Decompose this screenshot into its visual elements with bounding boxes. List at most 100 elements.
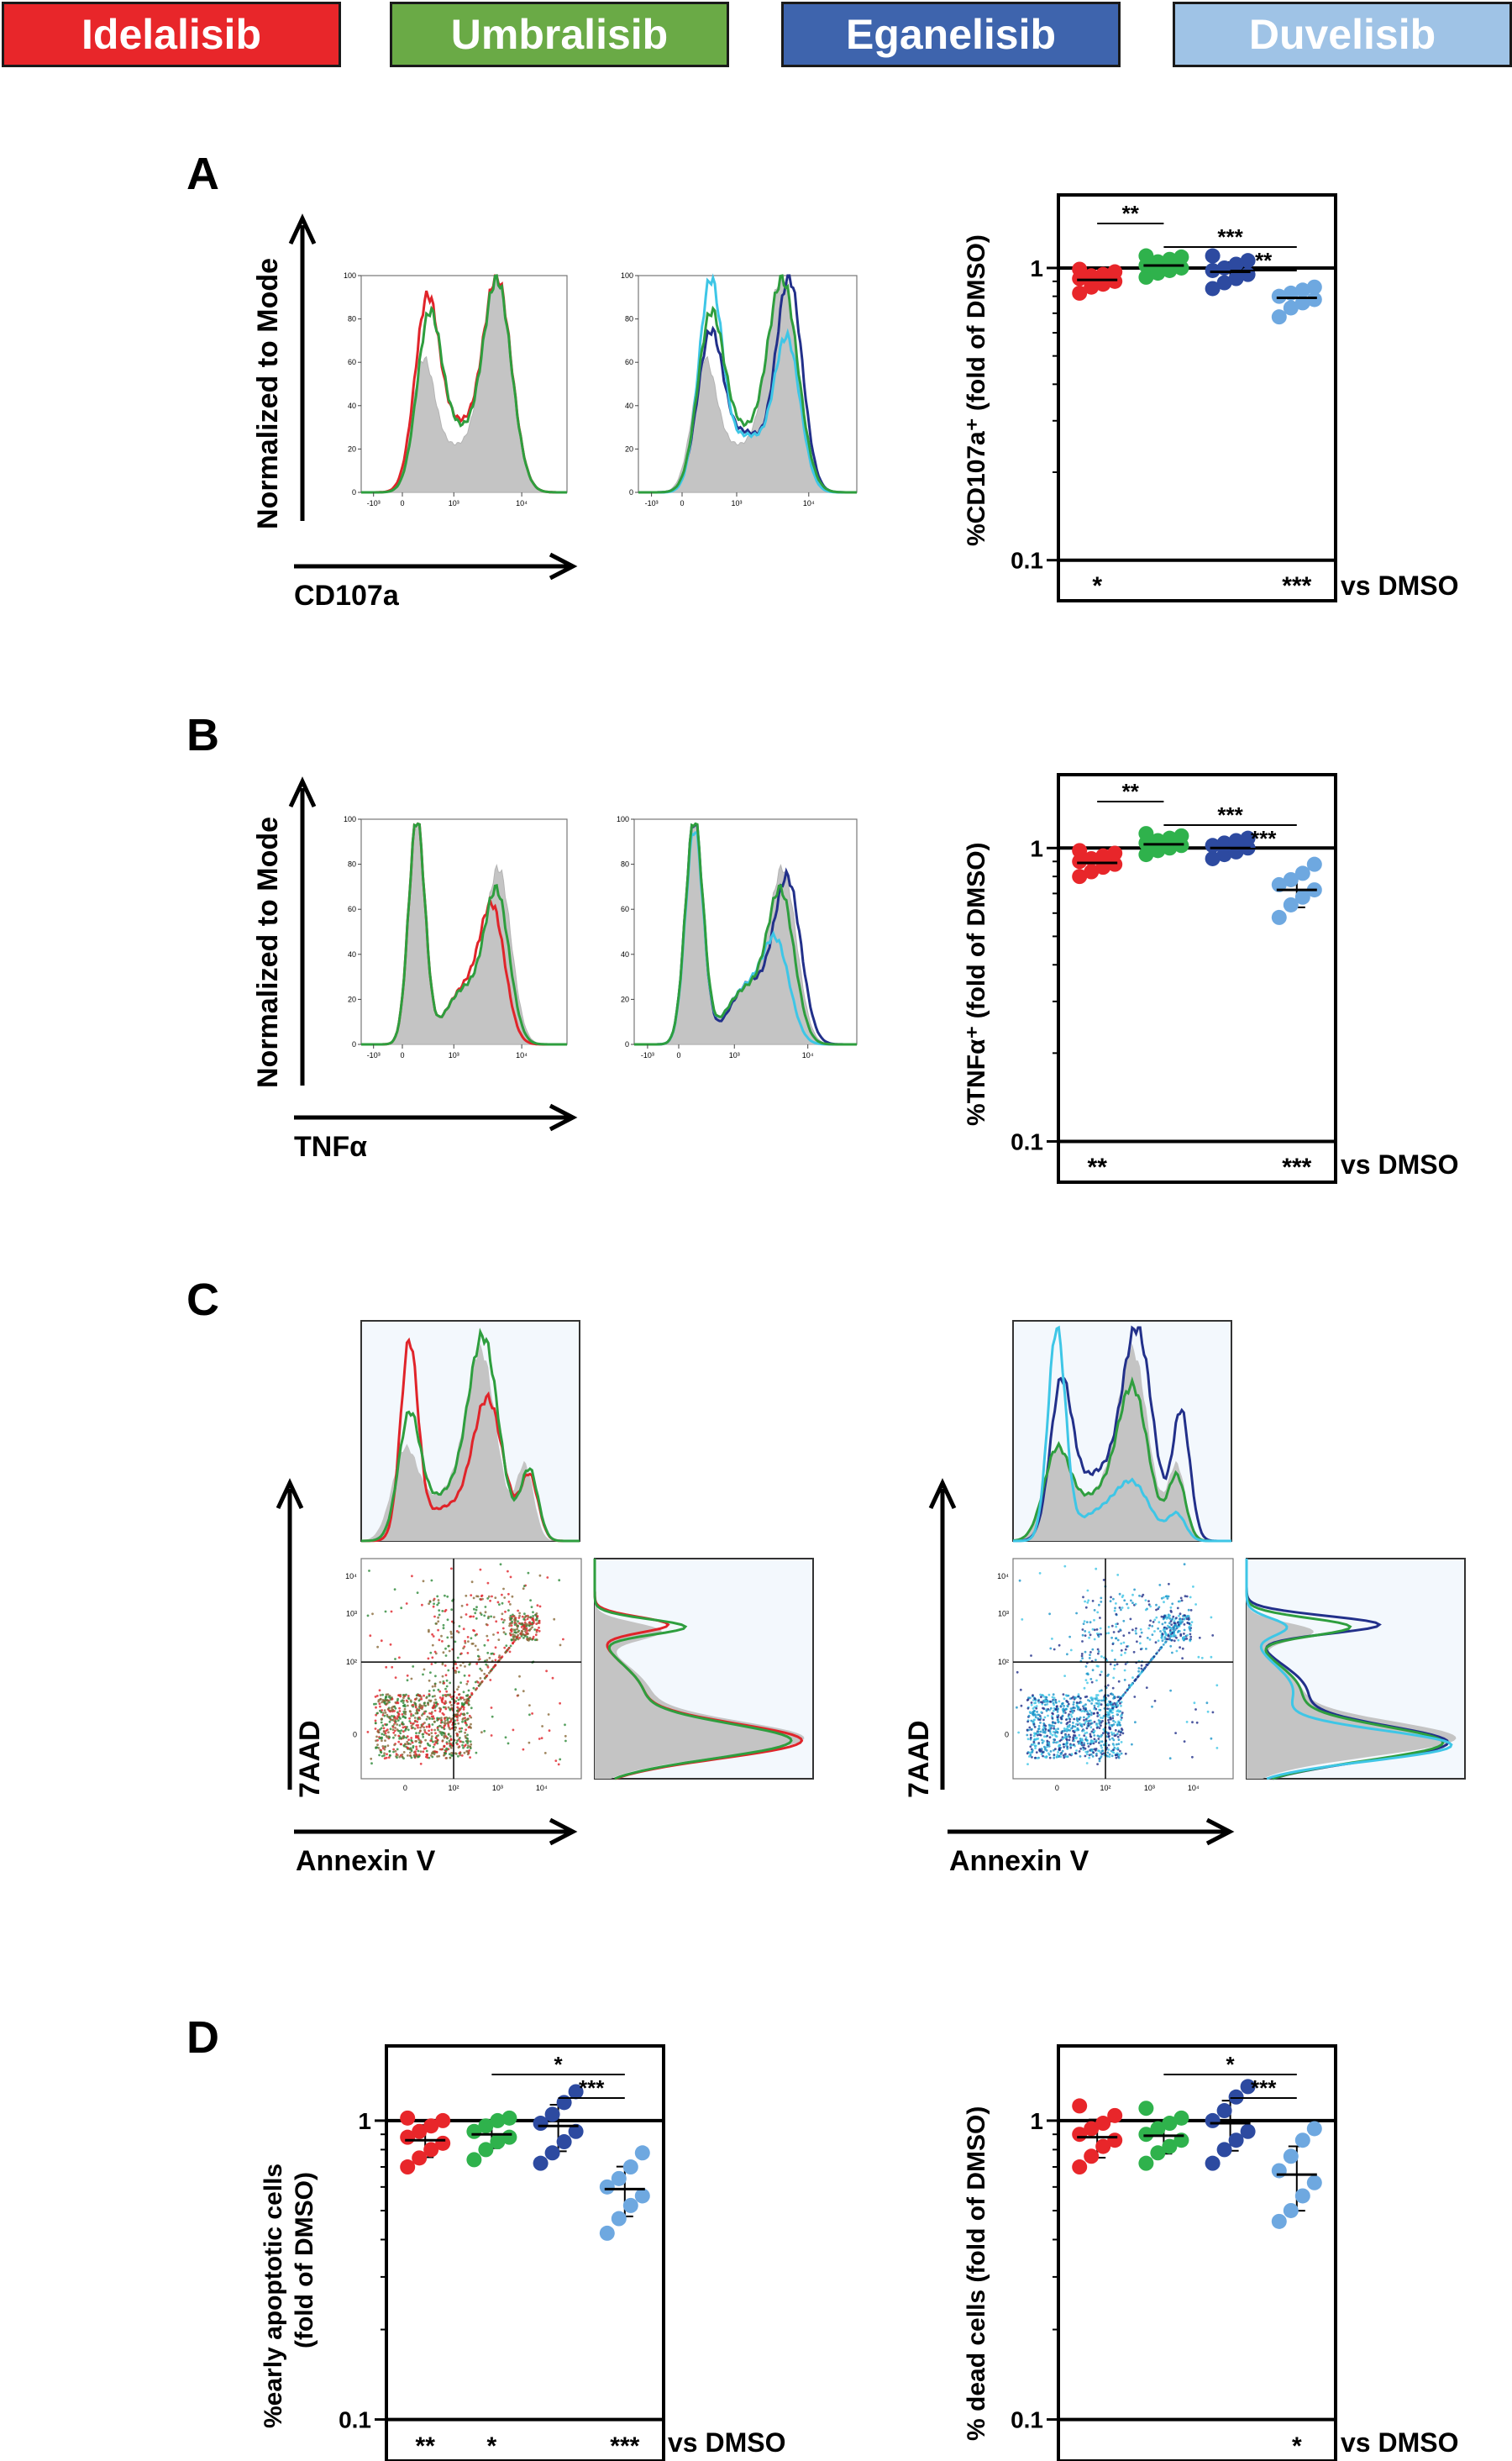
data-point [1138,269,1154,285]
arrow-x-head-b [549,1103,578,1132]
y-tick-label: 100 [344,815,356,823]
x-tick-label: -10³ [641,1051,654,1060]
scatter-dots [1016,1563,1219,1766]
data-point [611,2170,627,2186]
panel-c-right: 0 0 10² 10² 10³ 10³ 10⁴ 10⁴ [997,1320,1466,1792]
arrow-y-head-a [288,213,317,245]
series-duvelisib: *** [599,2145,650,2460]
data-point [1150,2121,1166,2137]
vs-dmso-a: vs DMSO [1341,571,1458,601]
x-tick-label: 0 [400,499,404,507]
data-point [1240,2123,1256,2139]
data-point [1205,850,1221,866]
y-tick-label: 60 [348,358,356,366]
panel-c-left: 0 0 10² 10² 10³ 10³ 10⁴ 10⁴ [345,1320,814,1792]
dot-ylabel-d-right: % dead cells (fold of DMSO) [963,2106,990,2441]
y-tick-label: 0 [625,1040,629,1049]
vs-dmso-significance: * [1092,572,1102,600]
data-point [622,2159,638,2175]
scatter-y-tick-label: 10⁴ [997,1572,1009,1580]
data-point [1095,266,1111,282]
data-point [1162,830,1178,846]
y-tick-label: 100 [344,271,356,280]
histogram-line-umb [638,274,857,494]
dot-plots: 10.1* **********10.1** ***********10.1** * *… [339,193,1337,2461]
dotplot-d-left: 10.1** * ******* [339,2044,665,2461]
y-tick-label-1: 1 [358,2108,371,2134]
panel-letter-c: C [186,1275,219,1325]
scatter-x-tick-label: 10² [1100,1784,1111,1792]
series-umbralisib: * [466,2110,517,2460]
data-point [1228,256,1244,272]
data-point [1283,2148,1299,2164]
significance-stars: *** [1251,826,1277,851]
data-point [1294,2132,1310,2148]
y-tick-label-1: 1 [1030,835,1043,861]
y-label-c-right: 7AAD [903,1720,935,1798]
data-point [1294,889,1310,905]
data-point [1228,833,1244,849]
series-idelalisib: ** [1072,843,1123,1181]
data-point [1072,2159,1088,2175]
data-point [1072,843,1088,859]
data-point [1107,264,1123,280]
dot-ylabel-d-left-2: (fold of DMSO) [291,2172,318,2348]
data-point [1306,856,1322,872]
data-point [435,2135,451,2151]
series-idelalisib: ** [400,2110,451,2460]
annexin-histogram-line [1013,1325,1231,1543]
x-tick-label: 0 [676,1051,680,1060]
scatter-x-tick-label: 10³ [492,1784,503,1792]
data-point [1216,2103,1232,2119]
legend-label-idelalisib: Idelalisib [81,11,261,58]
data-point [544,2106,560,2122]
y-tick-label: 40 [348,402,356,410]
panel-letter-d: D [186,2012,219,2063]
significance-stars: ** [1255,248,1273,273]
y-tick-label: 40 [625,402,633,410]
x-tick-label: 10³ [731,499,742,507]
scatter-x-tick-label: 10⁴ [1188,1784,1200,1792]
x-label-c-left: Annexin V [296,1845,436,1877]
data-point [1084,864,1100,880]
series-duvelisib: * [1271,2121,1322,2460]
y-tick-label: 20 [625,444,633,453]
x-label-b: TNFα [294,1131,367,1163]
arrow-x-head-a [549,552,578,581]
histogram-line-umb [634,822,857,1046]
data-point [1173,828,1189,844]
dotplot-frame [1057,773,1337,1184]
scatter-y-tick-label: 10³ [346,1610,357,1618]
y-tick-label: 100 [621,271,633,280]
data-point [1138,2101,1154,2117]
y-tick-label-1: 1 [1030,255,1043,281]
x-tick-label: 10⁴ [516,1051,528,1060]
data-point [490,2112,506,2128]
data-point [1162,2138,1178,2154]
data-point [1205,2112,1221,2128]
data-point [1294,2188,1310,2204]
7aad-control-fill [1247,1559,1457,1779]
data-point [1283,2202,1299,2218]
y-tick-label-0.1: 0.1 [1011,1129,1043,1155]
data-point [1150,266,1166,281]
data-point [1138,248,1154,264]
x-tick-label: 10³ [449,499,459,507]
series-eganelisib [1205,2079,1256,2171]
series-duvelisib: *** [1271,856,1322,1181]
data-point [1205,248,1221,264]
scatter-frame [1012,1558,1234,1780]
y-tick-label-0.1: 0.1 [339,2407,371,2433]
y-tick-label: 60 [621,905,629,913]
x-tick-label: 10⁴ [516,499,528,507]
data-point [1084,279,1100,295]
data-point [1072,285,1088,301]
series-eganelisib [533,2084,584,2171]
legend-label-duvelisib: Duvelisib [1248,11,1436,58]
histogram-b-right: 0 20 40 60 80 100 -10³ 0 10³ 10⁴ [617,815,858,1060]
scatter-y-tick-label: 10² [998,1658,1009,1666]
x-tick-label: 0 [400,1051,404,1060]
7aad-histogram-line [1245,1559,1453,1780]
panel-a-histograms: Normalized to Mode CD107a 0 20 40 60 80 100 -1… [252,213,858,612]
data-point [435,2112,451,2128]
